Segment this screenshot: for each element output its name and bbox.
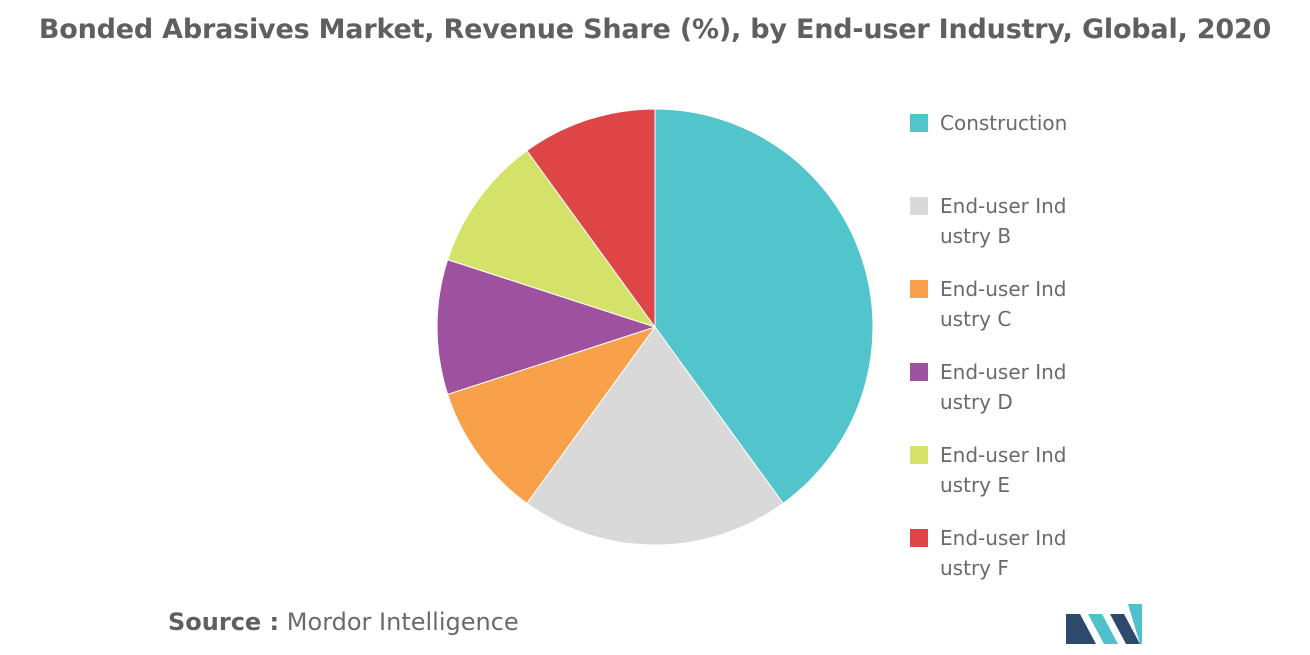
source-text: Mordor Intelligence (286, 608, 519, 636)
legend-item-end-user-industry-b: End-user Industry B (910, 191, 1070, 274)
pie-slice-end-user-industry-c (447, 326, 657, 505)
legend-item-end-user-industry-e: End-user Industry E (910, 440, 1070, 523)
legend-label: Construction (940, 111, 1068, 135)
legend-swatch (910, 114, 928, 132)
legend-label: End-user Industry D (940, 360, 1067, 414)
legend-swatch (910, 363, 928, 381)
pie-slice-construction (654, 108, 874, 505)
legend-item-end-user-industry-d: End-user Industry D (910, 357, 1070, 440)
legend-swatch (910, 197, 928, 215)
legend-label: End-user Industry E (940, 443, 1067, 497)
pie-slice-end-user-industry-d (436, 258, 657, 396)
mordor-intelligence-logo (1066, 604, 1142, 644)
legend: Construction End-user Industry B End-user … (910, 108, 1070, 606)
legend-label: End-user Industry C (940, 277, 1067, 331)
pie-slice-end-user-industry-b (526, 326, 784, 546)
pie-slice-end-user-industry-f (526, 108, 656, 329)
legend-label: End-user Industry F (940, 526, 1067, 580)
legend-item-end-user-industry-c: End-user Industry C (910, 274, 1070, 357)
legend-swatch (910, 446, 928, 464)
logo-mark-left (1066, 614, 1096, 644)
legend-item-end-user-industry-f: End-user Industry F (910, 523, 1070, 606)
source-prefix: Source : (168, 608, 280, 636)
legend-item-construction: Construction (910, 108, 1070, 191)
logo-mark-bar (1128, 604, 1142, 644)
source-line: Source : Mordor Intelligence (168, 608, 519, 636)
legend-swatch (910, 529, 928, 547)
pie-slice-end-user-industry-e (447, 149, 657, 328)
legend-label: End-user Industry B (940, 194, 1067, 248)
legend-swatch (910, 280, 928, 298)
chart-title: Bonded Abrasives Market, Revenue Share (… (38, 14, 1272, 45)
logo-mark-right (1110, 614, 1140, 644)
logo-mark-middle (1088, 614, 1118, 644)
